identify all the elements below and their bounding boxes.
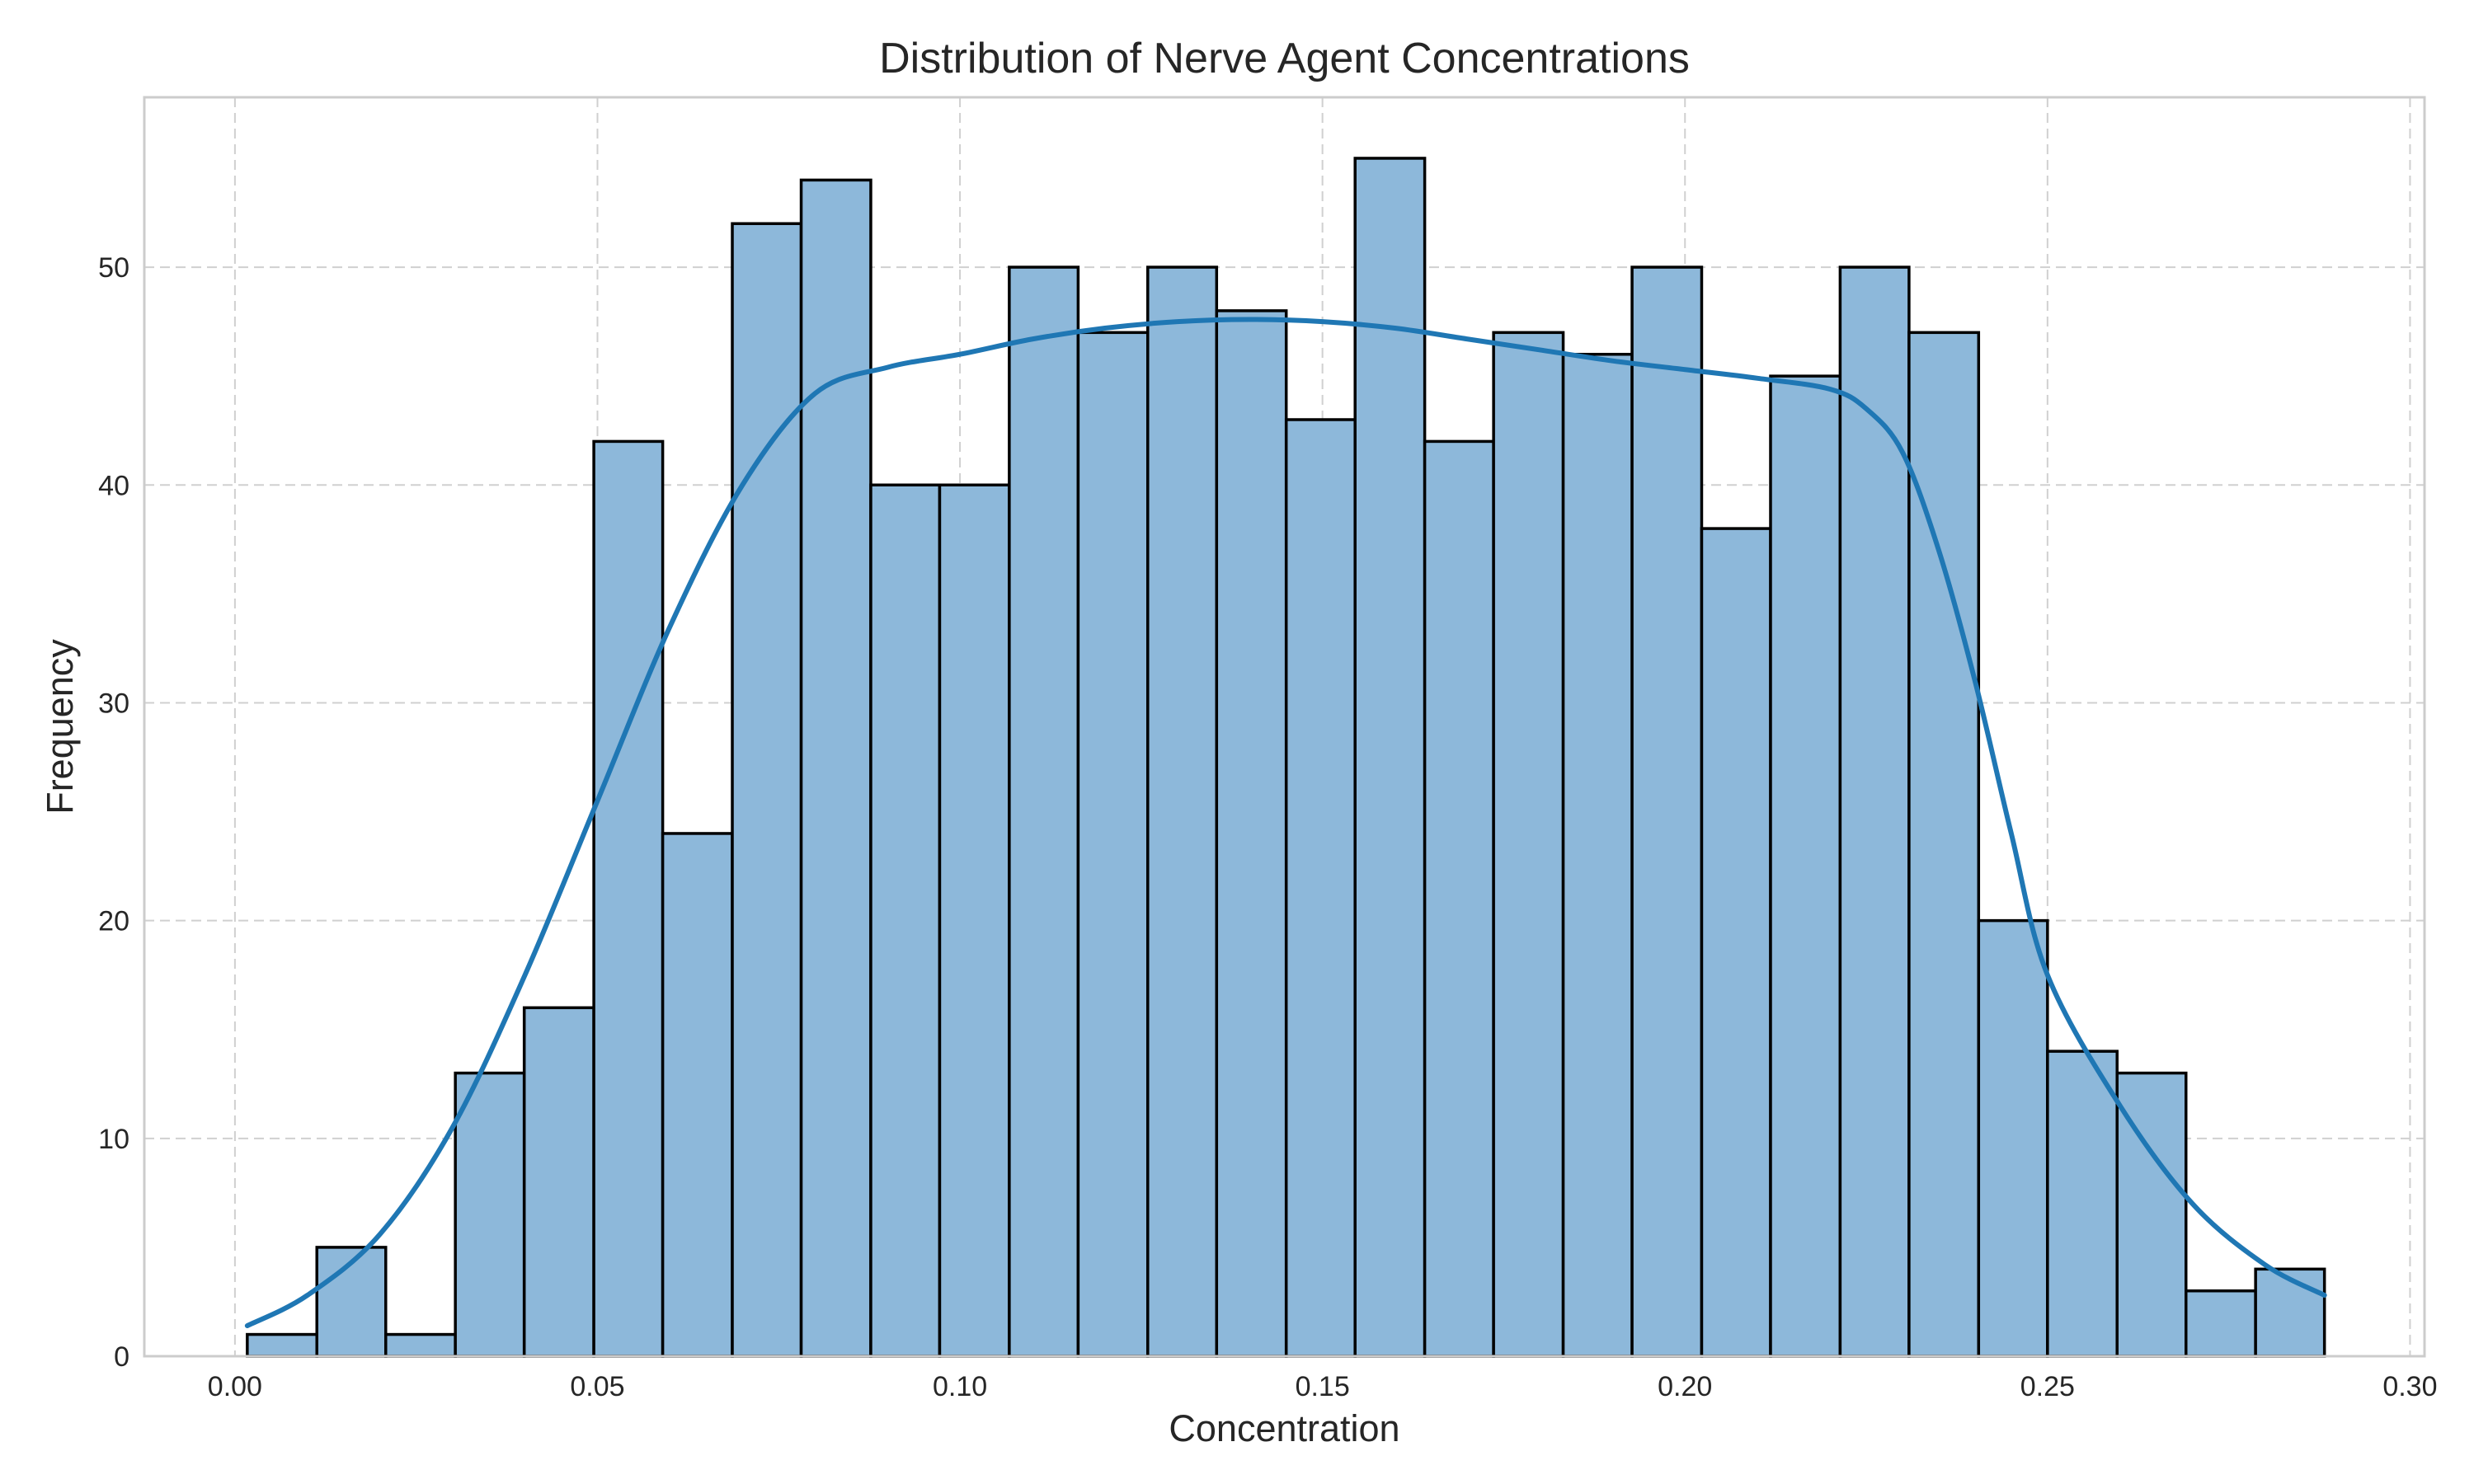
histogram-bar <box>2254 1267 2326 1358</box>
histogram-bar <box>522 1006 595 1358</box>
histogram-bars <box>246 157 2326 1358</box>
histogram-bar <box>1630 265 1704 1358</box>
histogram-bar <box>1284 418 1357 1358</box>
histogram-bar <box>1008 265 1080 1358</box>
x-tick-label: 0.30 <box>2382 1371 2437 1402</box>
histogram-bar <box>1838 265 1911 1358</box>
histogram-bar <box>869 483 942 1358</box>
histogram-bar <box>384 1332 457 1358</box>
x-tick-label: 0.20 <box>1658 1371 1712 1402</box>
x-tick-label: 0.10 <box>933 1371 987 1402</box>
histogram-bar <box>661 832 734 1358</box>
y-tick-label: 0 <box>114 1341 129 1373</box>
y-tick-label: 30 <box>98 688 129 719</box>
histogram-bar <box>1561 352 1634 1358</box>
histogram-bar <box>799 178 872 1358</box>
histogram-bar <box>1423 439 1495 1358</box>
kde-curve-layer <box>244 317 2327 1329</box>
y-tick-label: 40 <box>98 470 129 501</box>
histogram-bar <box>1146 265 1219 1358</box>
x-tick-label: 0.00 <box>208 1371 262 1402</box>
x-axis-label: Concentration <box>1169 1407 1399 1449</box>
histogram-bar <box>592 439 665 1358</box>
histogram-bar <box>1769 374 1842 1358</box>
x-tick-label: 0.05 <box>570 1371 624 1402</box>
histogram-bar <box>454 1071 526 1358</box>
chart-title: Distribution of Nerve Agent Concentratio… <box>879 35 1690 82</box>
histogram-bar <box>2185 1289 2257 1358</box>
x-tick-label: 0.15 <box>1296 1371 1350 1402</box>
histogram-bar <box>731 222 803 1358</box>
histogram-bar <box>938 483 1011 1358</box>
histogram-bar <box>1076 331 1150 1358</box>
y-tick-labels: 0 10 20 30 40 50 <box>98 252 129 1373</box>
x-tick-label: 0.25 <box>2020 1371 2075 1402</box>
histogram-bar <box>1353 157 1427 1358</box>
histogram-bar <box>2046 1050 2119 1358</box>
y-tick-label: 20 <box>98 906 129 937</box>
y-tick-label: 10 <box>98 1124 129 1155</box>
x-tick-labels: 0.00 0.05 0.10 0.15 0.20 0.25 0.30 <box>208 1371 2438 1402</box>
histogram-bar <box>1700 527 1772 1358</box>
plot-frame <box>143 96 2426 1358</box>
y-axis-label: Frequency <box>39 639 81 815</box>
histogram-bar <box>1215 309 1288 1358</box>
y-tick-label: 50 <box>98 252 129 284</box>
histogram-bar <box>1977 918 2049 1358</box>
histogram-bar <box>1492 331 1565 1358</box>
histogram-bar <box>246 1332 318 1358</box>
kde-curve <box>244 317 2327 1329</box>
